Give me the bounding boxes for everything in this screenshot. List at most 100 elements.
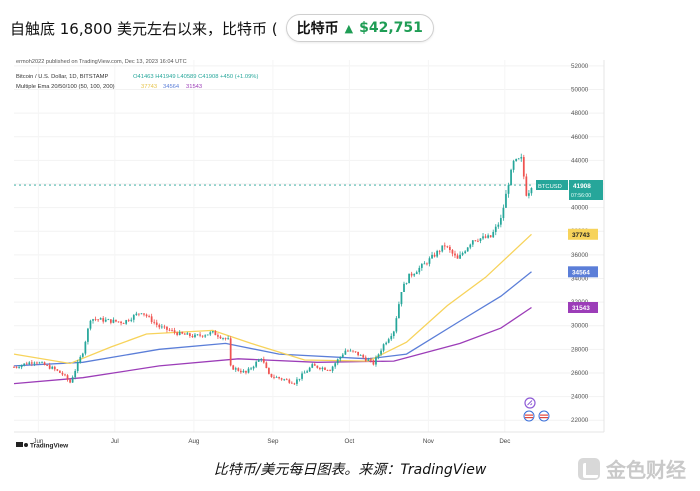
- candle-body: [232, 365, 235, 370]
- candle-body: [364, 357, 367, 361]
- y-tick-label: 44000: [571, 157, 589, 164]
- y-tick-label: 28000: [571, 346, 589, 353]
- candle-body: [127, 320, 130, 321]
- candle-body: [505, 193, 507, 208]
- candle-body: [507, 185, 510, 194]
- btc-price-pill[interactable]: 比特币 ▲ $42,751: [285, 14, 434, 42]
- chart-svg: 2200024000260002800030000320003400036000…: [0, 52, 700, 462]
- candle-body: [321, 367, 324, 370]
- candle-body: [413, 274, 416, 276]
- candle-body: [449, 246, 451, 251]
- candle-body: [311, 364, 314, 368]
- candle-body: [471, 240, 474, 245]
- candle-body: [76, 362, 79, 371]
- candle-body: [239, 370, 242, 373]
- candle-body: [489, 235, 492, 238]
- candle-body: [423, 263, 426, 265]
- x-tick-label: Sep: [267, 438, 279, 445]
- ema100-tag-text: 34564: [572, 269, 590, 276]
- candle-body: [163, 326, 166, 328]
- candle-body: [415, 272, 418, 275]
- y-tick-label: 30000: [571, 323, 589, 330]
- candle-body: [20, 365, 23, 368]
- candle-body: [441, 245, 444, 252]
- event-icon-glyph: [527, 400, 533, 406]
- candle-body: [385, 342, 388, 345]
- candle-body: [64, 374, 66, 376]
- y-tick-label: 48000: [571, 110, 589, 117]
- candle-body: [51, 366, 54, 369]
- candle-body: [36, 362, 38, 364]
- x-tick-label: Nov: [423, 438, 435, 445]
- candle-body: [211, 331, 214, 333]
- candle-body: [484, 236, 487, 238]
- candle-body: [28, 362, 31, 365]
- candle-body: [255, 361, 258, 367]
- candle-body: [66, 375, 69, 380]
- candle-body: [178, 331, 181, 335]
- brand-logo-icon: [578, 457, 600, 480]
- candle-body: [392, 331, 395, 337]
- candles: [13, 153, 533, 386]
- candle-body: [502, 207, 505, 219]
- candle-body: [352, 350, 354, 352]
- candle-body: [260, 358, 263, 360]
- candle-body: [262, 358, 265, 363]
- candle-body: [270, 373, 273, 377]
- candle-body: [334, 363, 337, 367]
- candle-body: [71, 377, 74, 383]
- candle-body: [316, 365, 319, 368]
- candle-body: [466, 247, 469, 252]
- tradingview-logo: TradingView: [16, 442, 69, 450]
- candle-body: [81, 353, 84, 357]
- candle-body: [23, 363, 26, 366]
- us-flag-icon-2[interactable]: [538, 410, 550, 422]
- candle-body: [191, 336, 194, 338]
- candle-body: [214, 331, 217, 336]
- candle-body: [336, 359, 339, 364]
- candle-body: [382, 344, 385, 351]
- ema-label-text: Multiple Ema 20/50/100 (50, 100, 200): [16, 84, 115, 90]
- candle-body: [347, 350, 349, 352]
- x-tick-label: Dec: [499, 438, 510, 445]
- candle-body: [324, 367, 326, 370]
- candle-body: [130, 319, 133, 321]
- x-tick-label: Oct: [345, 438, 355, 445]
- candle-body: [140, 313, 143, 315]
- chart-caption: 比特币/美元每日图表。来源：TradingView: [213, 462, 487, 478]
- candle-body: [69, 379, 71, 383]
- candle-body: [420, 264, 423, 268]
- candle-body: [183, 333, 186, 335]
- x-axis-labels: Jun Jul Aug Sep Oct Nov Dec: [33, 438, 510, 445]
- candle-body: [510, 169, 512, 186]
- ema100-tag-bg: [568, 266, 598, 278]
- candle-body: [303, 372, 306, 374]
- candle-body: [369, 359, 372, 361]
- candle-body: [257, 359, 260, 362]
- ema100-header-value: 34564: [163, 84, 180, 90]
- ema200-tag-text: 31543: [572, 305, 590, 312]
- candle-body: [99, 318, 102, 320]
- candle-body: [530, 188, 533, 194]
- ema200-header-value: 31543: [186, 84, 202, 90]
- candle-body: [268, 368, 270, 374]
- candle-body: [464, 251, 467, 254]
- candle-body: [224, 338, 227, 339]
- x-tick-label: Jul: [111, 438, 119, 445]
- price-tag-bg: [569, 180, 603, 200]
- candle-body: [135, 313, 138, 316]
- candle-body: [436, 250, 439, 257]
- y-tick-label: 22000: [571, 417, 589, 424]
- candle-body: [56, 369, 59, 371]
- publisher-text: ermoh2022 published on TradingView.com, …: [16, 59, 187, 65]
- candle-body: [492, 231, 495, 238]
- us-flag-icon[interactable]: [523, 410, 535, 422]
- candle-body: [234, 368, 237, 370]
- candle-body: [456, 255, 459, 259]
- candle-body: [331, 366, 334, 371]
- candle-body: [387, 339, 390, 343]
- candle-body: [206, 334, 209, 336]
- y-tick-label: 36000: [571, 252, 589, 259]
- candle-body: [454, 253, 456, 256]
- candle-body: [166, 326, 168, 330]
